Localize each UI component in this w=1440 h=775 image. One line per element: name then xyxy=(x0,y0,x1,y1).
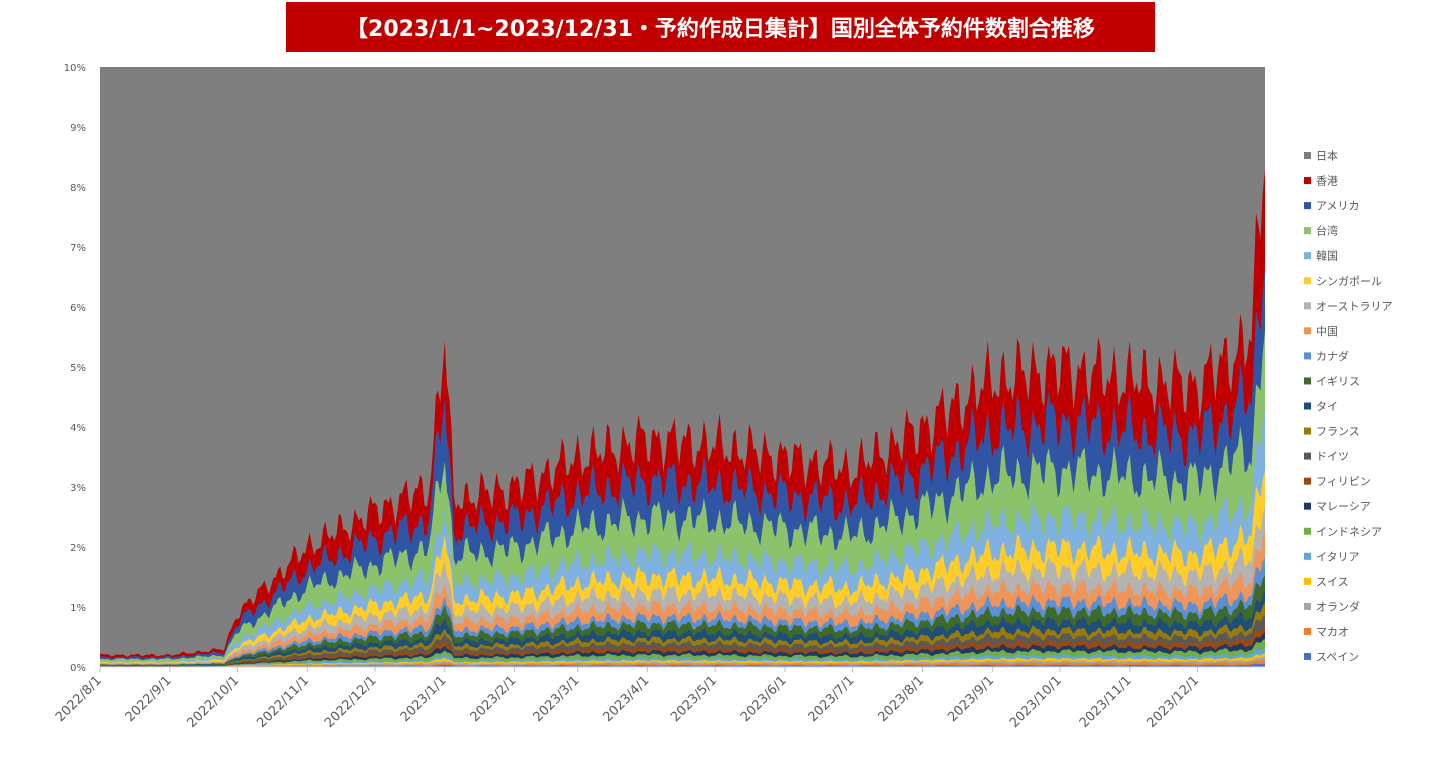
y-tick-label: 3% xyxy=(70,483,86,494)
legend-label-3: 台湾 xyxy=(1316,224,1338,238)
x-tick-label: 2023/12/1 xyxy=(1144,673,1202,731)
legend-label-4: 韓国 xyxy=(1316,250,1338,263)
legend-swatch-14 xyxy=(1304,502,1311,510)
legend-label-9: イギリス xyxy=(1316,375,1360,388)
legend-swatch-12 xyxy=(1304,452,1311,460)
legend-swatch-15 xyxy=(1304,527,1311,535)
y-axis: 0% 1% 2% 3% 4% 5% 6% 7% 8% 9% 10% xyxy=(64,63,86,674)
plot-area xyxy=(100,67,1265,668)
y-tick-label: 5% xyxy=(70,363,86,374)
legend-swatch-11 xyxy=(1304,427,1311,435)
legend-swatch-13 xyxy=(1304,477,1311,485)
x-tick-label: 2023/8/1 xyxy=(875,673,927,725)
x-tick-label: 2023/9/1 xyxy=(945,673,997,725)
y-tick-label: 1% xyxy=(70,603,86,614)
x-tick-label: 2022/11/1 xyxy=(254,673,312,731)
legend-label-13: フィリピン xyxy=(1316,475,1371,488)
legend-swatch-2 xyxy=(1304,202,1311,210)
legend-swatch-6 xyxy=(1304,302,1311,310)
x-tick-label: 2022/9/1 xyxy=(123,673,175,725)
legend-swatch-10 xyxy=(1304,402,1311,410)
x-axis: 2022/8/1 2022/9/1 2022/10/1 2022/11/1 2022/1… xyxy=(53,666,1265,731)
x-tick-label: 2022/8/1 xyxy=(53,673,105,725)
x-tick-label: 2023/11/1 xyxy=(1077,673,1135,731)
legend-label-8: カナダ xyxy=(1316,349,1349,363)
legend-label-18: オランダ xyxy=(1316,599,1360,613)
legend-swatch-16 xyxy=(1304,552,1311,560)
legend-swatch-19 xyxy=(1304,627,1311,635)
legend-swatch-1 xyxy=(1304,177,1311,185)
legend-label-11: フランス xyxy=(1316,425,1360,438)
x-tick-label: 2023/4/1 xyxy=(601,673,653,725)
legend-label-6: オーストラリア xyxy=(1316,300,1392,313)
legend-swatch-7 xyxy=(1304,327,1311,335)
area-series-19 xyxy=(100,660,1265,667)
legend-label-0: 日本 xyxy=(1316,149,1338,163)
legend-swatch-20 xyxy=(1304,653,1311,660)
chart-title: 【2023/1/1~2023/12/31・予約作成日集計】国別全体予約件数割合推… xyxy=(286,2,1155,52)
legend-label-5: シンガポール xyxy=(1316,275,1382,288)
legend-swatch-8 xyxy=(1304,352,1311,360)
x-tick-label: 2023/5/1 xyxy=(668,673,720,725)
x-tick-label: 2023/2/1 xyxy=(468,673,520,725)
x-tick-label: 2023/3/1 xyxy=(531,673,583,725)
y-tick-label: 2% xyxy=(70,543,86,554)
legend-swatch-18 xyxy=(1304,602,1311,610)
legend-label-12: ドイツ xyxy=(1316,450,1349,463)
y-tick-label: 7% xyxy=(70,243,86,254)
y-tick-label: 0% xyxy=(70,663,86,674)
legend-label-17: スイス xyxy=(1316,575,1349,588)
legend-label-2: アメリカ xyxy=(1316,200,1359,213)
y-tick-label: 4% xyxy=(70,423,86,434)
legend-swatch-3 xyxy=(1304,227,1311,235)
legend-swatch-5 xyxy=(1304,277,1311,285)
x-tick-label: 2022/12/1 xyxy=(322,673,380,731)
legend-label-1: 香港 xyxy=(1316,175,1338,188)
area-series-20 xyxy=(100,663,1265,667)
legend-swatch-9 xyxy=(1304,377,1311,385)
legend-label-14: マレーシア xyxy=(1316,500,1371,513)
legend-swatch-17 xyxy=(1304,577,1311,585)
legend-swatch-4 xyxy=(1304,252,1311,260)
legend-label-7: 中国 xyxy=(1316,325,1338,338)
x-tick-label: 2022/10/1 xyxy=(185,673,243,731)
x-tick-label: 2023/7/1 xyxy=(806,673,858,725)
legend: 日本香港アメリカ台湾韓国シンガポールオーストラリア中国カナダイギリスタイフランス… xyxy=(1304,149,1392,664)
legend-label-20: スペイン xyxy=(1316,651,1359,664)
legend-label-15: インドネシア xyxy=(1316,525,1382,538)
legend-label-16: イタリア xyxy=(1316,550,1360,563)
y-tick-label: 9% xyxy=(70,123,86,134)
legend-swatch-0 xyxy=(1304,152,1311,159)
y-tick-label: 6% xyxy=(70,303,86,314)
y-tick-label: 10% xyxy=(64,63,86,74)
legend-label-10: タイ xyxy=(1316,400,1338,413)
legend-label-19: マカオ xyxy=(1316,625,1349,638)
y-tick-label: 8% xyxy=(70,183,86,194)
x-tick-label: 2023/1/1 xyxy=(398,673,450,725)
x-tick-label: 2023/6/1 xyxy=(738,673,790,725)
x-tick-label: 2023/10/1 xyxy=(1007,673,1065,731)
